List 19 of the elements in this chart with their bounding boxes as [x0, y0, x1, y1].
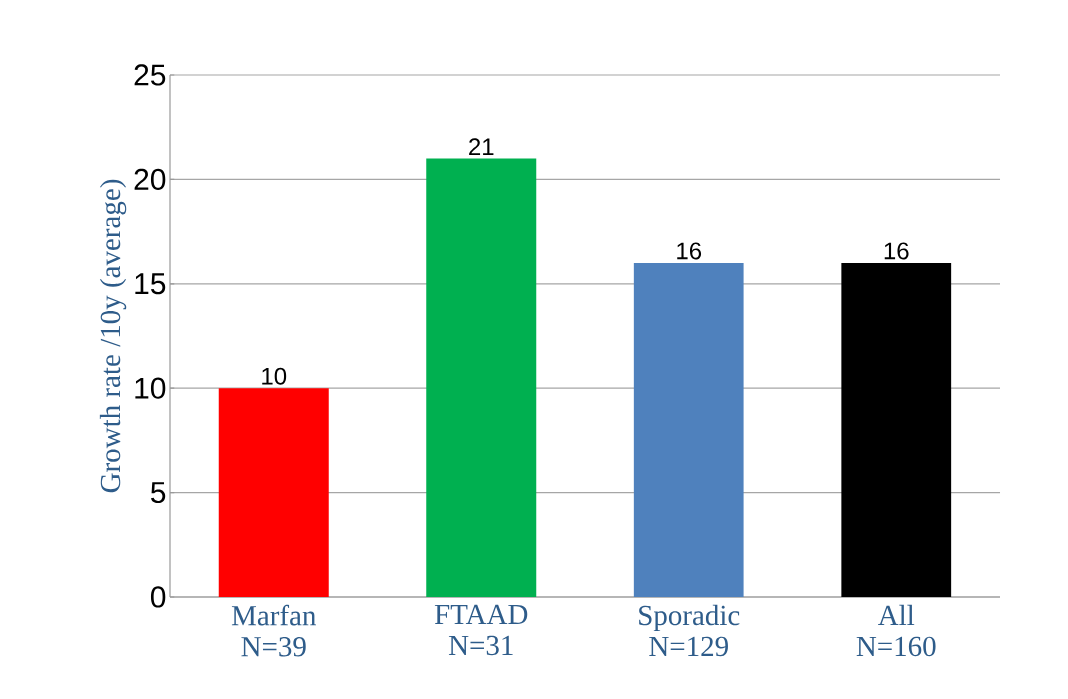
y-tick-label: 15	[135, 273, 166, 295]
data-label: 16	[884, 242, 909, 260]
bar	[426, 158, 537, 597]
y-tick-label: 5	[150, 482, 166, 504]
data-label: 10	[262, 367, 287, 385]
bar	[841, 262, 952, 597]
x-tick-label: FTAAD N=31	[434, 604, 528, 656]
bar	[218, 388, 329, 597]
y-tick-label: 0	[150, 586, 166, 608]
x-tick-label: All N=160	[856, 604, 936, 657]
y-tick-label: 25	[134, 64, 166, 86]
y-axis-title: Growth rate /10y (average)	[99, 179, 127, 493]
y-tick-label: 10	[135, 377, 166, 399]
data-label: 21	[469, 138, 494, 155]
y-tick-label: 20	[134, 168, 166, 191]
x-tick-label: Marfan N=39	[231, 604, 316, 657]
data-label: 16	[677, 242, 702, 260]
x-tick-label: Sporadic N=129	[639, 604, 740, 657]
bar	[633, 262, 744, 597]
